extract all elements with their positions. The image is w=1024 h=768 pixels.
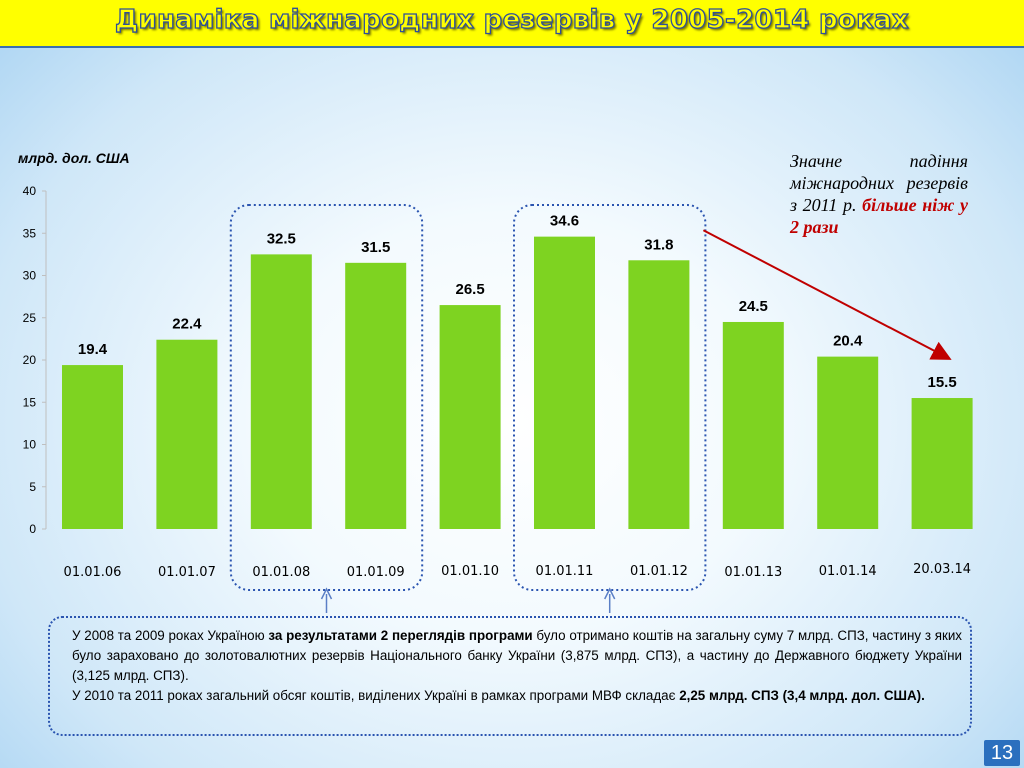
page-number: 13 [984,740,1020,766]
bar [250,254,312,529]
info-p1-bold: за результатами 2 переглядів програми [268,628,533,643]
info-p2-start: У 2010 та 2011 роках загальний обсяг кош… [72,688,680,703]
trend-arrow [702,229,952,360]
info-p1-end: було отримано коштів на загальну суму 7 … [72,628,962,683]
x-category-label: 01.01.13 [724,565,782,580]
info-box: У 2008 та 2009 роках Україною за результ… [48,616,972,736]
x-category-label: 01.01.14 [819,564,877,579]
y-tick-label: 5 [29,480,36,494]
y-tick-label: 30 [23,269,37,283]
info-p2-bold: 2,25 млрд. СПЗ (3,4 млрд. дол. США). [679,688,925,703]
bar-value-label: 31.5 [361,239,390,256]
y-tick-label: 25 [23,311,37,325]
bar-value-label: 24.5 [739,298,768,315]
bar [911,398,973,529]
x-category-label: 01.01.09 [347,565,405,580]
y-tick-label: 10 [23,438,37,452]
bar [62,365,123,529]
annotation-highlight: більше ніж у 2 рази [790,195,969,237]
bar-value-label: 22.4 [172,316,202,333]
info-paragraph-1: У 2008 та 2009 роках Україною за результ… [72,626,962,686]
info-p1-start: У 2008 та 2009 роках Україною [72,628,269,643]
bar-value-label: 34.6 [550,213,579,230]
bar-value-label: 32.5 [267,230,296,247]
y-tick-label: 35 [23,226,37,240]
bar-value-label: 26.5 [455,281,484,298]
x-category-label: 01.01.10 [441,564,499,579]
x-category-label: 01.01.12 [630,564,688,579]
y-tick-label: 15 [23,395,37,409]
bar [439,305,501,529]
title-bar: Динаміка міжнародних резервів у 2005-201… [0,0,1024,48]
y-axis-unit-label: млрд. дол. США [18,150,130,166]
annotation-text: Значне падіння міжнародних резервів з 20… [790,150,968,238]
highlight-up-arrow-head [320,587,333,600]
bar-value-label: 19.4 [78,341,108,358]
bar-value-label: 31.8 [644,236,673,253]
x-category-label: 01.01.11 [536,564,594,579]
bar [722,321,784,529]
bar [817,356,879,529]
bar [628,260,690,529]
bar [156,339,218,529]
y-tick-label: 0 [29,522,36,536]
bar [345,262,407,529]
annotation-main: Значне падіння міжнародних резервів з 20… [790,151,968,215]
x-category-label: 01.01.06 [64,565,122,580]
y-tick-label: 40 [23,184,37,198]
x-category-label: 01.01.07 [158,565,216,580]
bar-value-label: 15.5 [927,374,956,391]
slide-title: Динаміка міжнародних резервів у 2005-201… [114,4,909,35]
x-category-label: 20.03.14 [913,562,971,577]
highlight-up-arrow-head [604,587,616,600]
x-category-label: 01.01.08 [252,565,310,580]
y-tick-label: 20 [23,353,37,367]
info-paragraph-2: У 2010 та 2011 роках загальний обсяг кош… [72,686,962,706]
bar [534,236,595,529]
bar-value-label: 20.4 [833,333,863,350]
